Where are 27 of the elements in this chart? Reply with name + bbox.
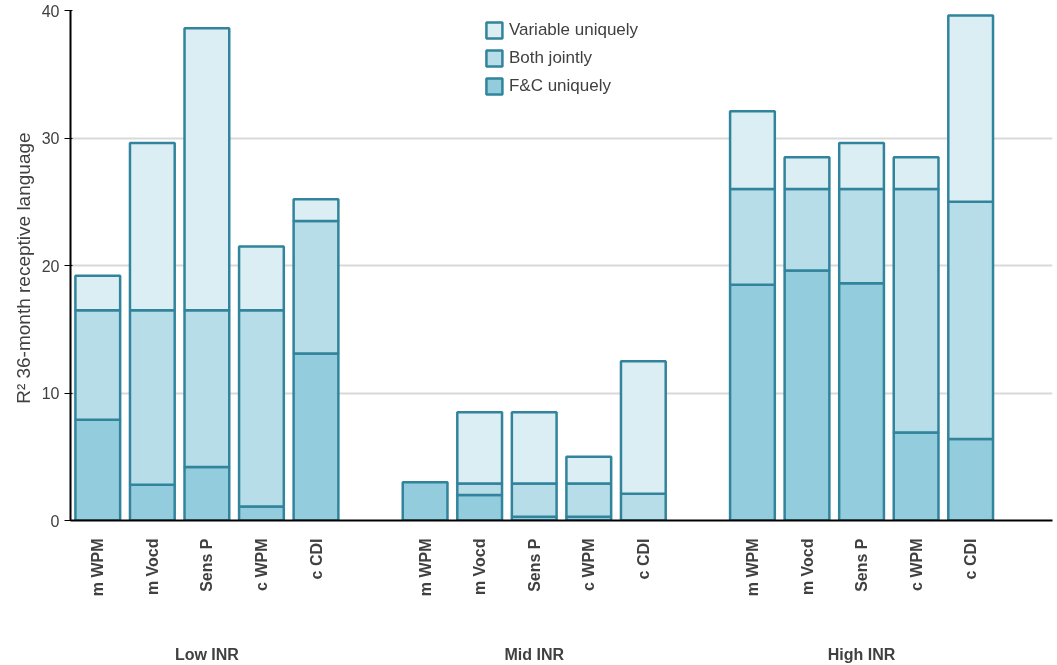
x-tick-label: m WPM: [89, 538, 107, 597]
x-tick-label: c WPM: [907, 538, 925, 591]
x-tick-label: m Vocd: [471, 538, 489, 596]
y-tick-label: 0: [50, 512, 60, 530]
legend-label: Variable uniquely: [508, 20, 639, 40]
y-tick-label: 30: [41, 130, 60, 147]
x-tick-label: Sens P: [198, 538, 216, 592]
x-tick-label: m Vocd: [798, 538, 816, 596]
x-tick-label: c WPM: [580, 538, 598, 591]
x-tick-label: m WPM: [743, 538, 761, 597]
x-tick-label: m Vocd: [143, 538, 161, 596]
x-tick-label: m WPM: [416, 538, 434, 597]
x-tick-label: c CDI: [634, 538, 652, 580]
text: Low INR: [174, 645, 240, 663]
y-tick-label: 40: [41, 2, 60, 20]
text: High INR: [827, 645, 896, 663]
text: Mid INR: [504, 645, 565, 663]
x-tick-label: c CDI: [962, 538, 980, 580]
legend-label: F&C uniquely: [508, 76, 611, 96]
y-tick-label: 20: [41, 257, 60, 275]
y-axis-title: R² 36-month receptive language: [12, 132, 34, 404]
x-tick-label: c WPM: [252, 538, 270, 591]
x-tick-label: c CDI: [307, 538, 325, 580]
x-tick-label: Sens P: [853, 538, 871, 592]
legend-label: Both jointly: [508, 48, 593, 68]
y-tick-label: 10: [41, 385, 60, 402]
x-tick-label: Sens P: [525, 538, 543, 592]
